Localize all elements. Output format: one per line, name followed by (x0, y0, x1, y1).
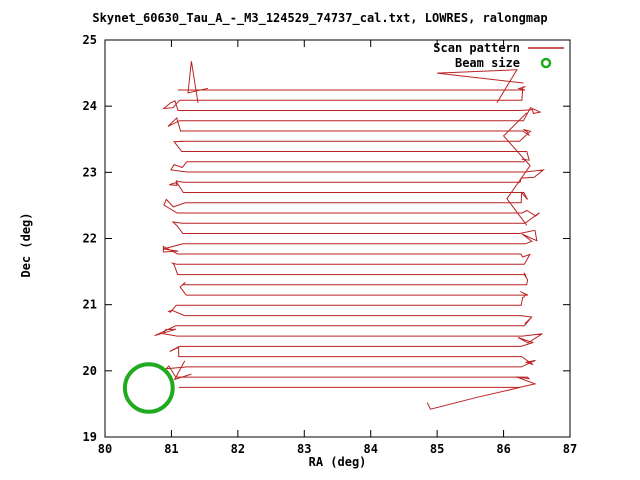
scan-spike-path (502, 112, 531, 226)
x-tick-label: 84 (363, 442, 377, 456)
legend-label: Scan pattern (433, 41, 520, 55)
x-tick-label: 82 (231, 442, 245, 456)
y-tick-label: 24 (83, 99, 97, 113)
x-tick-label: 81 (164, 442, 178, 456)
y-tick-label: 20 (83, 364, 97, 378)
x-tick-label: 85 (430, 442, 444, 456)
x-tick-label: 80 (98, 442, 112, 456)
beam-size-circle (122, 362, 175, 414)
y-tick-label: 22 (83, 232, 97, 246)
x-tick-label: 87 (563, 442, 577, 456)
page-title: Skynet_60630_Tau_A_-_M3_124529_74737_cal… (92, 11, 548, 25)
legend-label: Beam size (455, 56, 520, 70)
scan-spike-path (426, 386, 521, 410)
x-axis-label: RA (deg) (308, 455, 367, 469)
scan-spike-path (173, 360, 192, 381)
y-tick-label: 23 (83, 165, 97, 179)
x-tick-label: 86 (496, 442, 510, 456)
y-tick-label: 19 (83, 430, 97, 444)
scan-spike-path (437, 69, 524, 104)
legend-beam-marker (540, 57, 552, 69)
y-axis-label: Dec (deg) (19, 212, 33, 278)
scan-pattern-path (154, 86, 546, 388)
x-tick-label: 83 (297, 442, 311, 456)
y-tick-label: 25 (83, 33, 97, 47)
scan-spike-path (187, 61, 209, 103)
y-tick-label: 21 (83, 298, 97, 312)
